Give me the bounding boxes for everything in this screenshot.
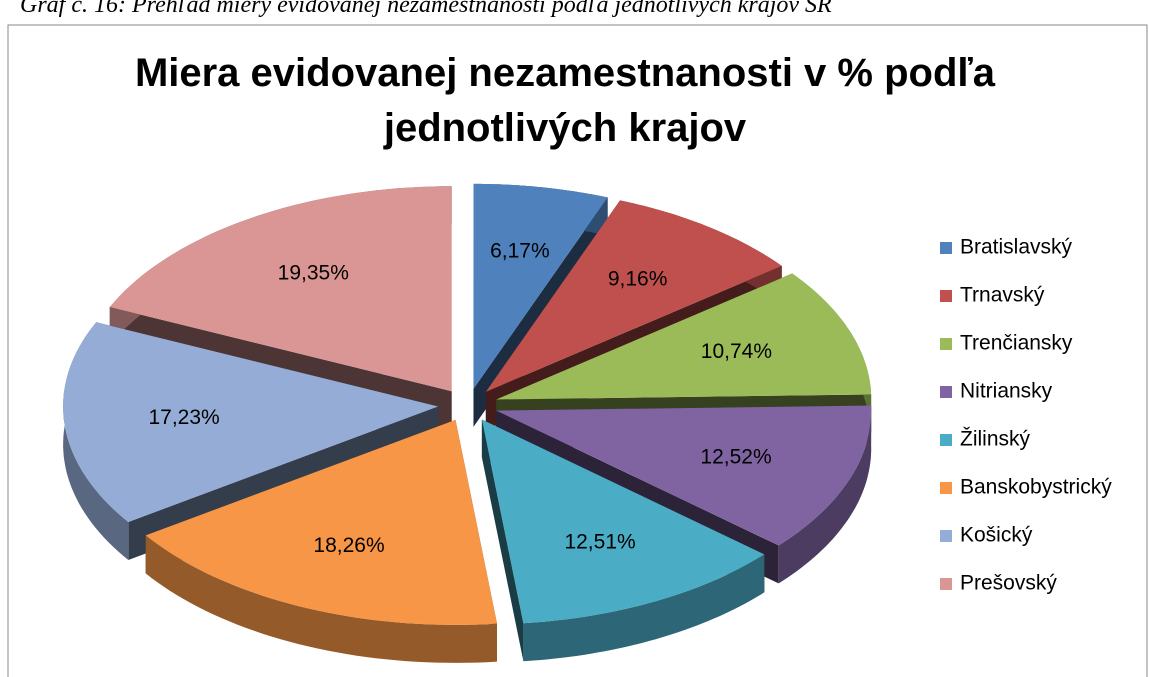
legend-swatch	[940, 386, 952, 398]
data-label: 10,74%	[701, 340, 772, 363]
legend-label: Bratislavský	[960, 236, 1073, 259]
slice-edge	[481, 419, 524, 662]
slice	[481, 419, 765, 624]
slice	[485, 200, 782, 392]
legend-label: Trnavský	[960, 284, 1045, 307]
slice-side	[523, 554, 765, 662]
legend-label: Trenčiansky	[960, 332, 1073, 355]
data-label: 12,51%	[564, 531, 635, 554]
data-label: 18,26%	[313, 534, 384, 557]
slice-side	[778, 405, 872, 584]
slice	[109, 186, 452, 392]
slice	[496, 273, 872, 400]
slice	[63, 322, 439, 522]
data-label: 17,23%	[148, 406, 219, 429]
legend-swatch	[940, 338, 952, 350]
slice	[473, 183, 608, 389]
slice	[496, 405, 872, 546]
legend-swatch	[940, 290, 952, 302]
data-label: 6,17%	[490, 239, 550, 262]
chart-title: Miera evidovanej nezamestnanosti v % pod…	[135, 51, 996, 150]
legend-label: Žilinský	[960, 428, 1031, 451]
data-label: 9,16%	[608, 267, 668, 290]
slice	[145, 419, 497, 625]
data-label: 19,35%	[278, 262, 349, 285]
data-label: 12,52%	[700, 445, 771, 468]
title-line: jednotlivých krajov	[383, 106, 747, 150]
legend-swatch	[940, 530, 952, 542]
legend-swatch	[940, 242, 952, 254]
legend-label: Košický	[960, 524, 1033, 547]
caption: Graf č. 16: Prehľad miery evidovanej nez…	[20, 0, 832, 18]
legend-swatch	[940, 482, 952, 494]
legend-label: Nitriansky	[960, 380, 1053, 403]
legend-label: Prešovský	[960, 572, 1057, 595]
title-text: Miera evidovanej nezamestnanosti v % pod…	[135, 51, 996, 150]
legend-swatch	[940, 578, 952, 590]
legend-swatch	[940, 434, 952, 446]
title-line: Miera evidovanej nezamestnanosti v % pod…	[135, 51, 996, 95]
slice-side	[145, 535, 497, 663]
legend-label: Banskobystrický	[960, 476, 1112, 499]
